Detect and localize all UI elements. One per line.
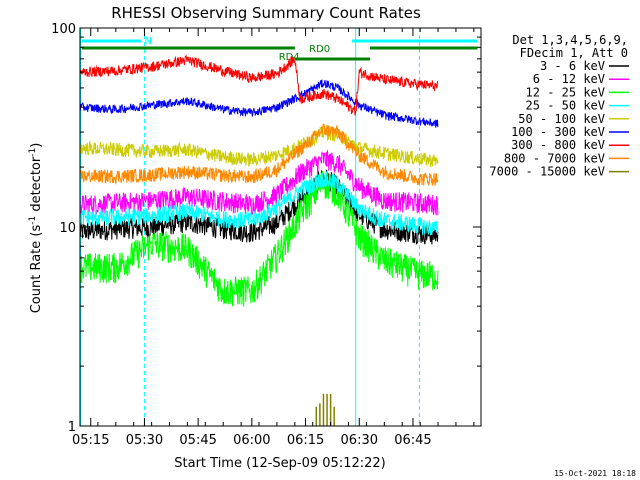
legend-entry-label: 12 - 25 keV (526, 85, 605, 99)
state-bars: N RD4 RD0 (80, 28, 478, 426)
series-2 (79, 170, 439, 307)
y-tick-label: 1 (68, 420, 76, 435)
legend-entry-label: 300 - 800 keV (511, 138, 605, 152)
night-label: N (144, 36, 151, 47)
y-axis-label: Count Rate (s-1 detector-1) (28, 143, 44, 314)
series-line (79, 79, 439, 128)
series-1 (79, 150, 439, 216)
legend-entry-label: 800 - 7000 keV (504, 151, 605, 165)
legend-header: FDecim 1, Att 0 (520, 46, 628, 60)
x-tick-label: 05:45 (179, 433, 216, 448)
series-8 (315, 393, 335, 426)
series-line (79, 150, 439, 216)
x-tick-label: 05:30 (126, 433, 163, 448)
x-tick-label: 06:30 (341, 433, 378, 448)
x-tick-label: 05:15 (72, 433, 109, 448)
axis-ticks: 05:15 05:30 05:45 06:00 06:15 06:30 06:45 1 10 10… (51, 22, 481, 448)
series-5 (79, 79, 439, 128)
series-6 (79, 54, 439, 116)
series-line (79, 123, 439, 186)
x-tick-label: 06:00 (233, 433, 270, 448)
y-tick-label: 10 (59, 221, 76, 236)
legend-entry-label: 25 - 50 keV (526, 99, 605, 113)
x-tick-label: 06:45 (394, 433, 431, 448)
series-4 (79, 125, 439, 168)
x-axis-label: Start Time (12-Sep-09 05:12:22) (174, 456, 385, 471)
series-line (79, 171, 439, 236)
series-line (79, 125, 439, 168)
legend: Det 1,3,4,5,6,9,FDecim 1, Att 03 - 6 keV… (489, 33, 629, 179)
legend-entry-label: 7000 - 15000 keV (489, 165, 605, 179)
legend-header: Det 1,3,4,5,6,9, (512, 33, 628, 47)
legend-entry-label: 50 - 100 keV (518, 112, 605, 126)
footer-timestamp: 15-Oct-2021 18:18 (554, 469, 636, 478)
rd4-label: RD4 (279, 52, 300, 63)
rd0-label: RD0 (309, 44, 330, 55)
series-3 (79, 171, 439, 236)
series-7 (79, 123, 439, 186)
chart-title: RHESSI Observing Summary Count Rates (111, 4, 421, 22)
series-group (79, 54, 439, 426)
series-line (79, 54, 439, 116)
x-tick-label: 06:15 (287, 433, 324, 448)
series-line (79, 170, 439, 307)
y-tick-label: 100 (51, 22, 76, 37)
legend-entry-label: 3 - 6 keV (540, 59, 605, 73)
legend-entry-label: 100 - 300 keV (511, 125, 605, 139)
legend-entry-label: 6 - 12 keV (533, 72, 605, 86)
